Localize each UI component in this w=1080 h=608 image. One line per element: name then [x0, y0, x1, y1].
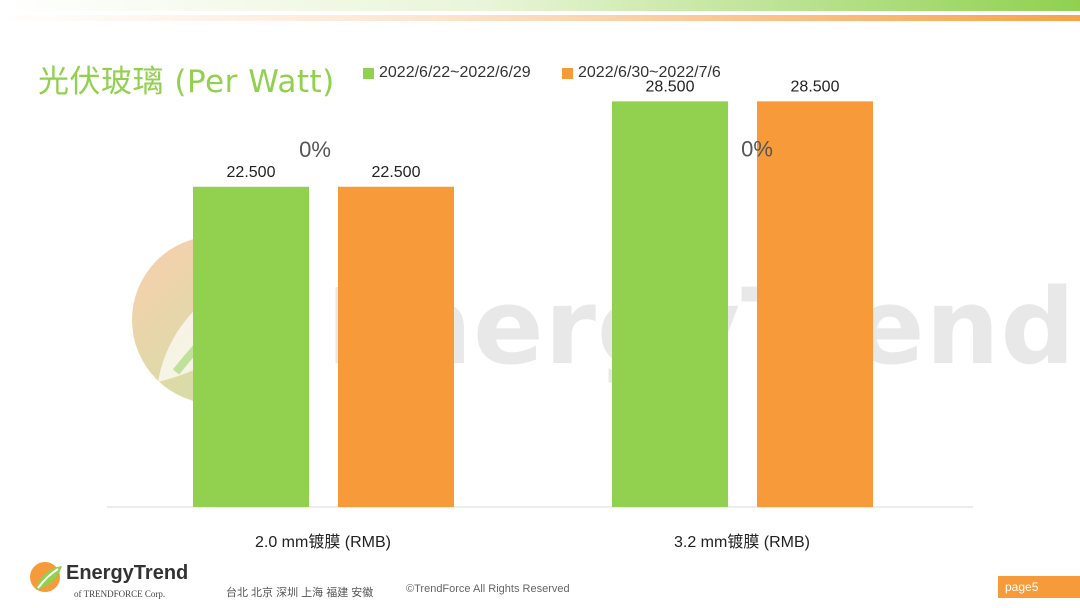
bar-week1-1 — [193, 186, 309, 507]
office-locations: 台北 北京 深圳 上海 福建 安徽 — [226, 587, 374, 599]
category-label: 2.0 mm镀膜 (RMB) — [255, 533, 391, 551]
page-title: 光伏玻璃 (Per Watt) — [38, 64, 335, 100]
bar-week2-1 — [338, 186, 454, 507]
legend-label: 2022/6/22~2022/6/29 — [379, 64, 531, 81]
change-percent-label: 0% — [299, 137, 331, 162]
leaf-logo-icon — [30, 562, 62, 592]
data-label: 28.500 — [646, 78, 695, 95]
legend-swatch-green — [363, 67, 374, 79]
data-label: 22.500 — [372, 164, 421, 181]
legend-label: 2022/6/30~2022/7/6 — [578, 64, 721, 81]
category-label: 3.2 mm镀膜 (RMB) — [674, 533, 810, 551]
change-percent-label: 0% — [741, 136, 773, 161]
bar-week1-2 — [612, 101, 728, 507]
page-number: page5 — [998, 576, 1080, 598]
top-accent-bar-orange — [0, 15, 1080, 21]
legend-swatch-orange — [562, 67, 573, 79]
footer-logo: EnergyTrend of TRENDFORCE Corp. — [28, 556, 188, 602]
chart-marks: 22.500 22.500 0% 2.0 mm镀膜 (RMB) 28.500 28.500… — [193, 78, 873, 551]
legend-item-series-1: 2022/6/22~2022/6/29 — [363, 64, 531, 82]
bar-week2-2 — [757, 101, 873, 507]
legend-item-series-2: 2022/6/30~2022/7/6 — [562, 64, 721, 82]
data-label: 28.500 — [791, 78, 840, 95]
footer-logo-name: EnergyTrend — [66, 562, 189, 584]
copyright-text: ©TrendForce All Rights Reserved — [406, 583, 570, 595]
footer-logo-sub: of TRENDFORCE Corp. — [74, 589, 166, 599]
top-accent-bar-green — [0, 0, 1080, 11]
data-label: 22.500 — [227, 164, 276, 181]
